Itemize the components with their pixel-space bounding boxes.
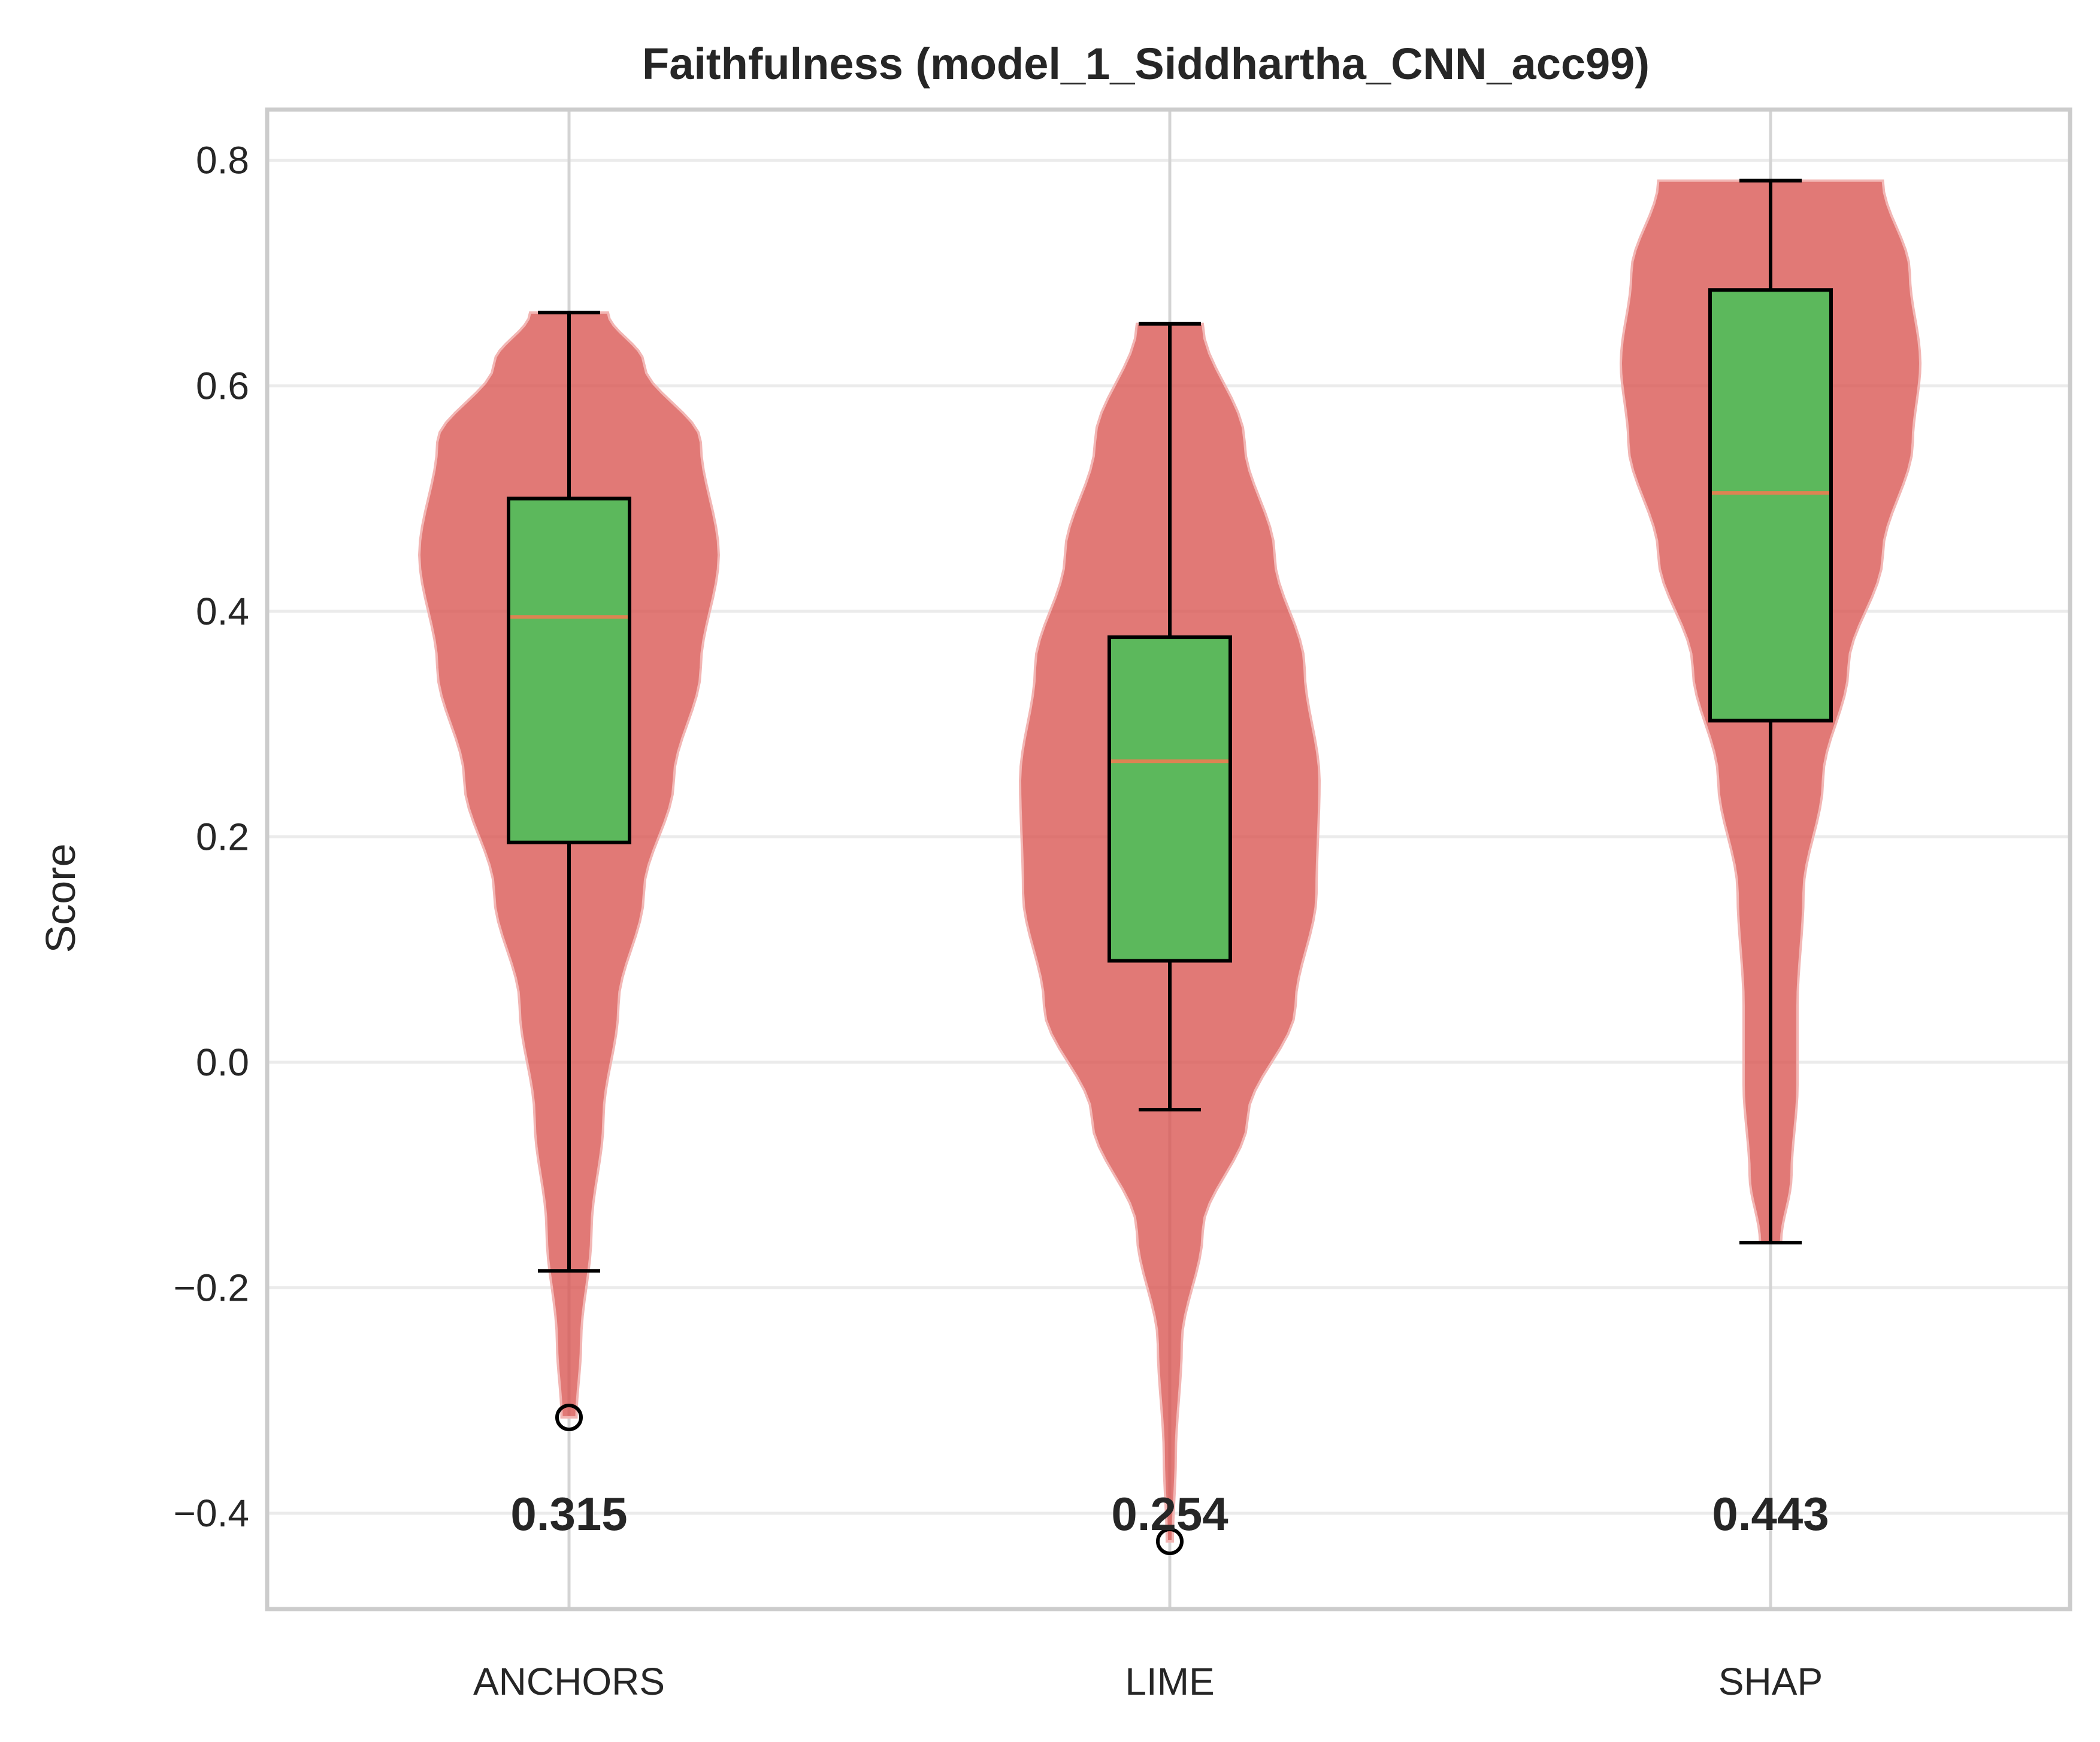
y-tick-label: 0.2 <box>196 815 249 858</box>
outlier-point <box>555 1403 583 1431</box>
outlier-point <box>1156 1528 1184 1556</box>
y-tick-label: −0.2 <box>174 1266 249 1309</box>
y-axis-label: Score <box>37 844 84 953</box>
boxplot-shap <box>1708 178 1833 1245</box>
x-tick-label: SHAP <box>1718 1660 1823 1703</box>
y-tick-label: −0.4 <box>174 1492 249 1535</box>
x-tick-label: ANCHORS <box>473 1660 665 1703</box>
y-tick-label: 0.6 <box>196 364 249 407</box>
box-iqr <box>1708 288 1833 723</box>
axes-frame <box>265 107 2072 1611</box>
box-iqr <box>507 496 631 844</box>
plot-area: 0.8 0.6 0.4 0.2 0.0 −0.2 −0.4 ANCHORS LIME SHAP 0.… <box>174 107 2072 1703</box>
chart-title: Faithfulness (model_1_Siddhartha_CNN_acc… <box>642 39 1650 89</box>
mean-label-anchors: 0.315 <box>510 1487 627 1540</box>
y-tick-label: 0.0 <box>196 1041 249 1084</box>
box-iqr <box>1108 635 1232 963</box>
y-tick-label: 0.4 <box>196 590 249 633</box>
y-tick-label: 0.8 <box>196 139 249 182</box>
boxplot-lime <box>1108 322 1232 1556</box>
mean-label-shap: 0.443 <box>1712 1487 1829 1540</box>
boxplot-anchors <box>507 310 631 1431</box>
mean-label-lime: 0.254 <box>1111 1487 1228 1540</box>
x-tick-label: LIME <box>1125 1660 1214 1703</box>
